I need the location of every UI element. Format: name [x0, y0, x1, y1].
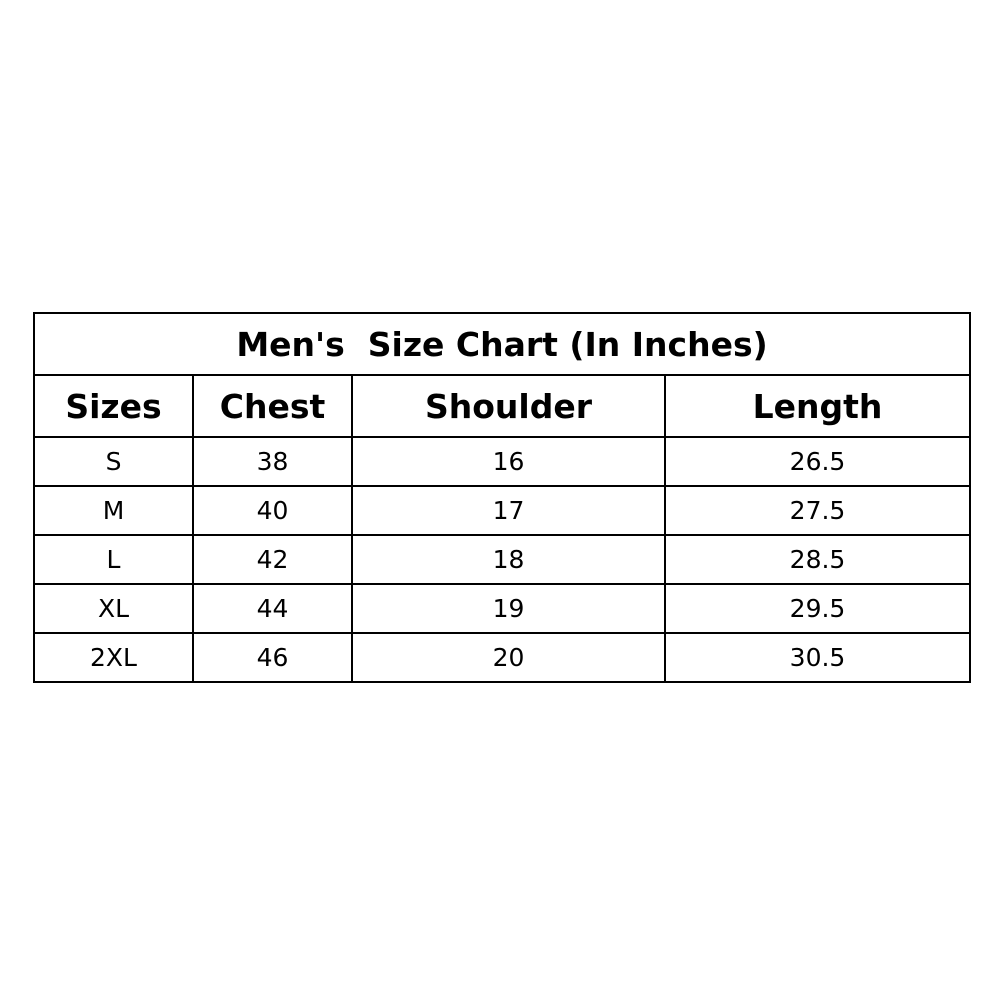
table-row: S 38 16 26.5 — [33, 436, 972, 487]
size-chart-table: Men's Size Chart (In Inches) Sizes Chest… — [32, 312, 972, 683]
cell-shoulder: 18 — [351, 534, 666, 585]
header-sizes: Sizes — [33, 374, 194, 438]
cell-length: 28.5 — [663, 534, 972, 585]
table-row: L 42 18 28.5 — [33, 534, 972, 585]
cell-chest: 42 — [192, 534, 353, 585]
header-length: Length — [663, 374, 972, 438]
header-chest: Chest — [192, 374, 353, 438]
cell-size: XL — [33, 583, 194, 634]
cell-size: M — [33, 485, 194, 536]
cell-shoulder: 16 — [351, 436, 666, 487]
title-row: Men's Size Chart (In Inches) — [32, 312, 972, 376]
cell-size: 2XL — [33, 632, 194, 683]
table-row: M 40 17 27.5 — [33, 485, 972, 536]
header-shoulder: Shoulder — [351, 374, 666, 438]
table-row: XL 44 19 29.5 — [33, 583, 972, 634]
table-title: Men's Size Chart (In Inches) — [32, 312, 972, 376]
cell-shoulder: 17 — [351, 485, 666, 536]
cell-chest: 46 — [192, 632, 353, 683]
cell-length: 27.5 — [663, 485, 972, 536]
cell-chest: 40 — [192, 485, 353, 536]
header-row: Sizes Chest Shoulder Length — [33, 374, 972, 438]
cell-shoulder: 19 — [351, 583, 666, 634]
cell-size: L — [33, 534, 194, 585]
cell-chest: 38 — [192, 436, 353, 487]
cell-length: 26.5 — [663, 436, 972, 487]
cell-chest: 44 — [192, 583, 353, 634]
table-row: 2XL 46 20 30.5 — [33, 632, 972, 683]
cell-shoulder: 20 — [351, 632, 666, 683]
cell-length: 29.5 — [663, 583, 972, 634]
cell-length: 30.5 — [663, 632, 972, 683]
cell-size: S — [33, 436, 194, 487]
